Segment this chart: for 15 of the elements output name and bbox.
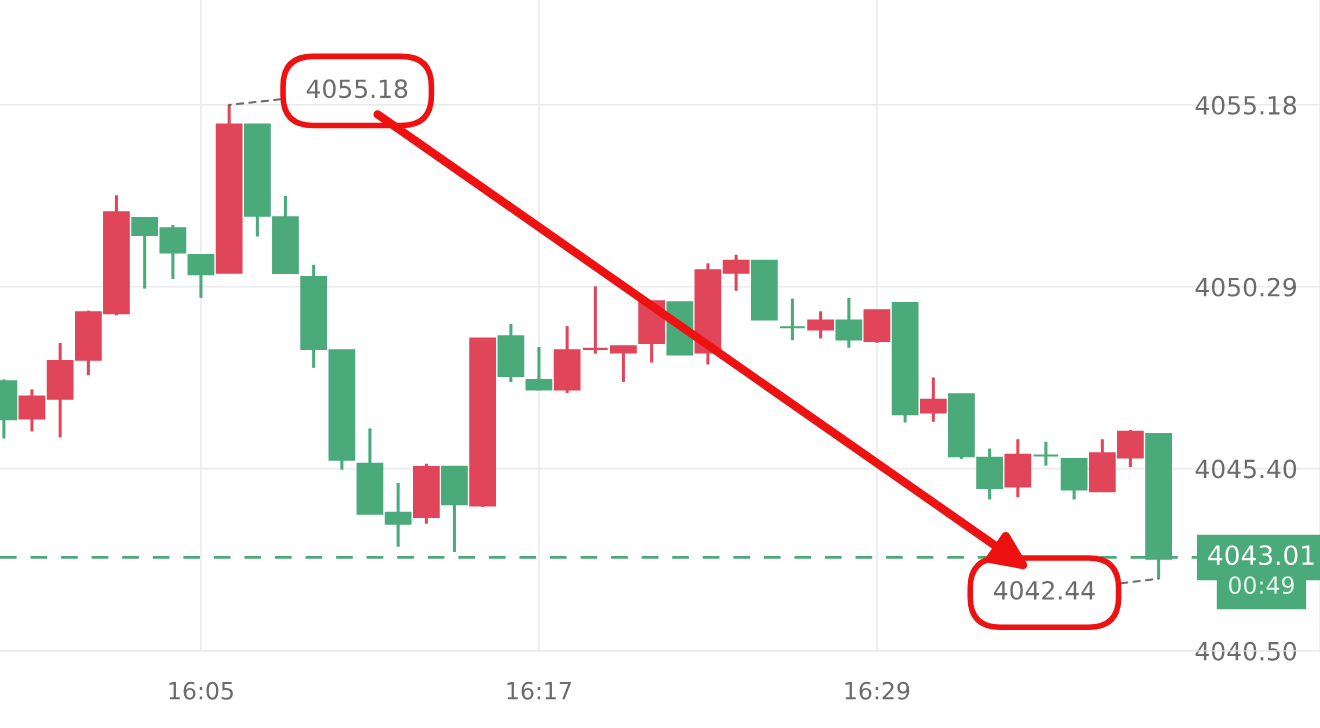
x-tick-label: 16:17 bbox=[507, 681, 571, 700]
x-tick-label: 16:05 bbox=[169, 681, 233, 700]
annotation: 4055.18 bbox=[306, 79, 408, 99]
y-tick-label: 4055.18 bbox=[1195, 95, 1297, 115]
y-tick-label: 4050.29 bbox=[1195, 277, 1297, 297]
candlestick bbox=[581, 286, 609, 354]
candlestick bbox=[779, 298, 806, 341]
candlestick bbox=[1032, 440, 1060, 466]
x-tick-label: 16:29 bbox=[845, 681, 910, 700]
annotation: 00:49 bbox=[1229, 576, 1294, 595]
candlestick bbox=[384, 483, 412, 547]
y-tick-label: 4045.40 bbox=[1195, 459, 1297, 479]
ref-line-label: 4043.01 bbox=[1208, 545, 1314, 566]
y-tick-label: 4040.50 bbox=[1195, 641, 1297, 661]
annotation: 4042.44 bbox=[993, 580, 1095, 600]
